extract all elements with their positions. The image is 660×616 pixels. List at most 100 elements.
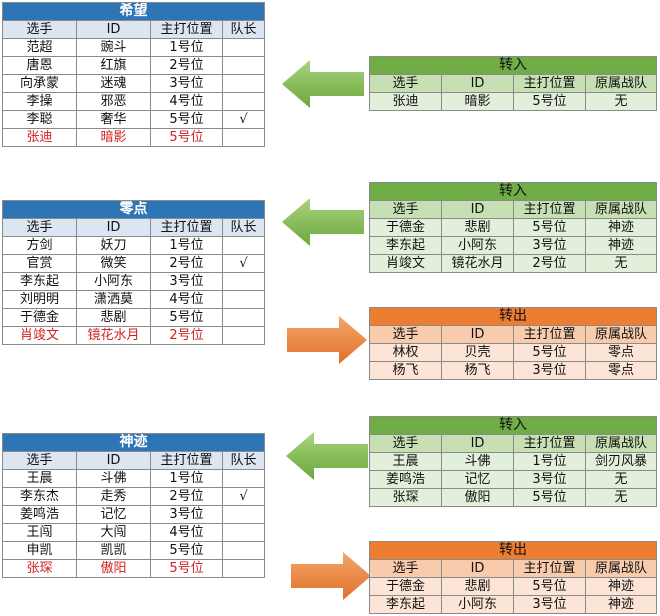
cell-captain bbox=[222, 38, 265, 57]
cell-player: 张琛 bbox=[2, 559, 77, 578]
table-row: 王晨 斗佛 1号位 bbox=[2, 469, 265, 488]
captain-check-icon: √ bbox=[222, 487, 265, 506]
cell-captain bbox=[222, 505, 265, 524]
cell-position: 5号位 bbox=[513, 488, 586, 507]
cell-player: 李聪 bbox=[2, 110, 77, 129]
cell-position: 3号位 bbox=[513, 361, 586, 380]
table-row: 王晨 斗佛 1号位 剑刃风暴 bbox=[369, 452, 657, 471]
cell-id: 邪恶 bbox=[76, 92, 151, 111]
col-header-id: ID bbox=[441, 74, 514, 93]
table-row: 姜鸣浩 记忆 3号位无 bbox=[369, 470, 657, 489]
cell-position: 3号位 bbox=[150, 74, 223, 93]
cell-former-team: 神迹 bbox=[585, 595, 657, 614]
cell-player: 唐恩 bbox=[2, 56, 77, 75]
col-header-position: 主打位置 bbox=[513, 74, 586, 93]
cell-captain bbox=[222, 523, 265, 542]
cell-captain bbox=[222, 272, 265, 291]
col-header-id: ID bbox=[76, 20, 151, 39]
col-header-captain: 队长 bbox=[222, 20, 265, 39]
cell-id: 记忆 bbox=[441, 470, 514, 489]
transfer-label: 转入 bbox=[369, 56, 657, 75]
cell-id: 迷魂 bbox=[76, 74, 151, 93]
cell-player: 王闯 bbox=[2, 523, 77, 542]
cell-id: 潇洒莫 bbox=[76, 290, 151, 309]
table-row: 官赏 微笑 2号位 √ bbox=[2, 254, 265, 273]
cell-id: 小阿东 bbox=[441, 595, 514, 614]
cell-player: 于德金 bbox=[369, 577, 442, 596]
table-row: 刘明明 潇洒莫 4号位 bbox=[2, 290, 265, 309]
col-header-position: 主打位置 bbox=[513, 325, 586, 344]
cell-id: 微笑 bbox=[76, 254, 151, 273]
col-header-former-team: 原属战队 bbox=[585, 434, 657, 453]
cell-id: 镜花水月 bbox=[441, 254, 514, 273]
transfer-label: 转出 bbox=[369, 541, 657, 560]
col-header-former-team: 原属战队 bbox=[585, 559, 657, 578]
col-header-player: 选手 bbox=[2, 451, 77, 470]
cell-player: 于德金 bbox=[369, 218, 442, 237]
cell-captain bbox=[222, 236, 265, 255]
cell-id: 悲剧 bbox=[441, 218, 514, 237]
cell-captain bbox=[222, 92, 265, 111]
table-row: 杨飞 杨飞 3号位 零点 bbox=[369, 361, 657, 380]
cell-captain bbox=[222, 308, 265, 327]
col-header-id: ID bbox=[441, 325, 514, 344]
cell-player: 李东起 bbox=[2, 272, 77, 291]
cell-position: 4号位 bbox=[150, 92, 223, 111]
cell-id: 豌斗 bbox=[76, 38, 151, 57]
cell-captain bbox=[222, 559, 265, 578]
cell-position: 2号位 bbox=[513, 254, 586, 273]
table-row: 李聪 奢华 5号位 √ bbox=[2, 110, 265, 129]
table-row: 林权 贝壳 5号位 零点 bbox=[369, 343, 657, 362]
cell-id: 悲剧 bbox=[76, 308, 151, 327]
table-row: 于德金 悲剧 5号位 神迹 bbox=[369, 218, 657, 237]
cell-player: 方剑 bbox=[2, 236, 77, 255]
cell-player: 范超 bbox=[2, 38, 77, 57]
cell-player: 张迪 bbox=[2, 128, 77, 147]
team-name: 神迹 bbox=[2, 433, 265, 452]
cell-id: 暗影 bbox=[76, 128, 151, 147]
cell-captain bbox=[222, 469, 265, 488]
table-row: 姜鸣浩 记忆 3号位 bbox=[2, 505, 265, 524]
cell-player: 杨飞 bbox=[369, 361, 442, 380]
cell-id: 杨飞 bbox=[441, 361, 514, 380]
team-table-xiwang: 希望 选手 ID 主打位置 队长 范超 豌斗 1号位 唐恩 红旗 2号位 向承蒙 迷魂 3号… bbox=[2, 2, 265, 147]
col-header-id: ID bbox=[441, 434, 514, 453]
cell-position: 1号位 bbox=[513, 452, 586, 471]
cell-id: 镜花水月 bbox=[76, 326, 151, 345]
col-header-id: ID bbox=[441, 200, 514, 219]
cell-id: 大闯 bbox=[76, 523, 151, 542]
cell-position: 3号位 bbox=[150, 272, 223, 291]
col-header-captain: 队长 bbox=[222, 451, 265, 470]
cell-position: 2号位 bbox=[150, 487, 223, 506]
col-header-position: 主打位置 bbox=[513, 434, 586, 453]
arrow-right-icon bbox=[287, 316, 367, 364]
col-header-player: 选手 bbox=[369, 200, 442, 219]
cell-player: 李东起 bbox=[369, 595, 442, 614]
table-row-new-player: 张琛 傲阳 5号位 bbox=[2, 559, 265, 578]
team-name: 希望 bbox=[2, 2, 265, 21]
col-header-player: 选手 bbox=[2, 218, 77, 237]
table-row: 申凯 凯凯 5号位 bbox=[2, 541, 265, 560]
transfer-label: 转入 bbox=[369, 182, 657, 201]
cell-position: 5号位 bbox=[150, 128, 223, 147]
arrow-left-icon bbox=[286, 432, 368, 480]
cell-player: 王晨 bbox=[369, 452, 442, 471]
cell-former-team: 无 bbox=[585, 470, 657, 489]
col-header-id: ID bbox=[76, 218, 151, 237]
table-row: 方剑 妖刀 1号位 bbox=[2, 236, 265, 255]
cell-id: 记忆 bbox=[76, 505, 151, 524]
cell-id: 傲阳 bbox=[441, 488, 514, 507]
cell-position: 2号位 bbox=[150, 326, 223, 345]
cell-captain bbox=[222, 74, 265, 93]
col-header-player: 选手 bbox=[369, 74, 442, 93]
cell-id: 傲阳 bbox=[76, 559, 151, 578]
cell-position: 5号位 bbox=[513, 343, 586, 362]
col-header-player: 选手 bbox=[2, 20, 77, 39]
cell-id: 悲剧 bbox=[441, 577, 514, 596]
cell-position: 5号位 bbox=[513, 577, 586, 596]
table-row: 王闯 大闯 4号位 bbox=[2, 523, 265, 542]
cell-former-team: 剑刃风暴 bbox=[585, 452, 657, 471]
cell-former-team: 神迹 bbox=[585, 236, 657, 255]
col-header-former-team: 原属战队 bbox=[585, 74, 657, 93]
table-row: 向承蒙 迷魂 3号位 bbox=[2, 74, 265, 93]
